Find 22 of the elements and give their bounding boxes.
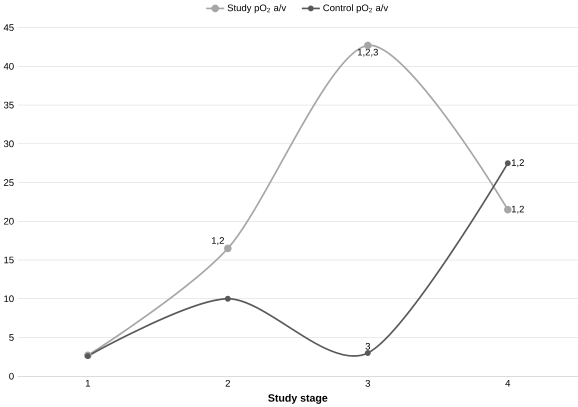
annotation: 1,2: [512, 159, 524, 167]
y-tick-label: 35: [4, 102, 14, 108]
y-tick-label: 40: [4, 62, 14, 70]
y-tick-label: 5: [9, 334, 14, 341]
y-tick-label: 20: [4, 218, 14, 224]
annotation: 1,2: [212, 236, 224, 245]
x-axis-title: Study stage: [268, 394, 328, 404]
annotation: 1,2,3: [358, 48, 378, 56]
y-tick-label: 45: [4, 24, 14, 31]
annotation: 1,2: [512, 206, 524, 214]
y-tick-label: 15: [4, 256, 14, 264]
y-tick-label: 30: [4, 140, 14, 147]
y-tick-label: 10: [4, 295, 14, 302]
x-tick-label: 1: [86, 380, 90, 386]
x-tick-label: 4: [505, 380, 510, 386]
legend-label: Control pO$_{2}$ a/v: [323, 4, 388, 13]
x-tick-label: 3: [366, 380, 370, 387]
annotation: 3: [366, 342, 370, 350]
y-tick-label: 25: [4, 178, 14, 186]
legend-label: Study pO$_{2}$ a/v: [228, 4, 286, 13]
x-tick-label: 2: [226, 380, 230, 386]
y-tick-label: 0: [9, 372, 14, 380]
